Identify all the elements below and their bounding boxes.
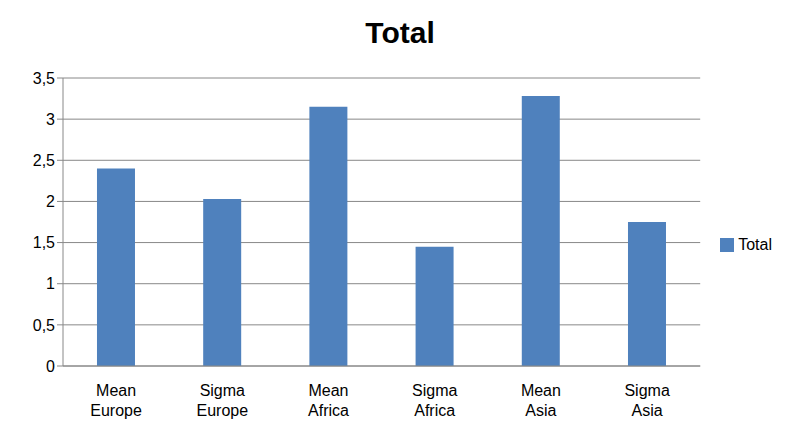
svg-text:MeanAfrica: MeanAfrica [308,382,349,419]
svg-text:SigmaAsia: SigmaAsia [624,382,669,419]
svg-text:1,5: 1,5 [33,234,55,251]
svg-text:2: 2 [46,193,55,210]
svg-text:3: 3 [46,111,55,128]
svg-text:2,5: 2,5 [33,152,55,169]
svg-text:3,5: 3,5 [33,70,55,87]
svg-text:MeanAsia: MeanAsia [521,382,561,419]
svg-text:SigmaEurope: SigmaEurope [197,382,249,419]
svg-text:0,5: 0,5 [33,317,55,334]
svg-text:SigmaAfrica: SigmaAfrica [412,382,457,419]
svg-text:MeanEurope: MeanEurope [90,382,142,419]
html-text:Total: Total [738,235,772,253]
svg-text:1: 1 [46,275,55,292]
html-text:Total: Total [365,16,435,49]
svg-text:0: 0 [46,358,55,375]
